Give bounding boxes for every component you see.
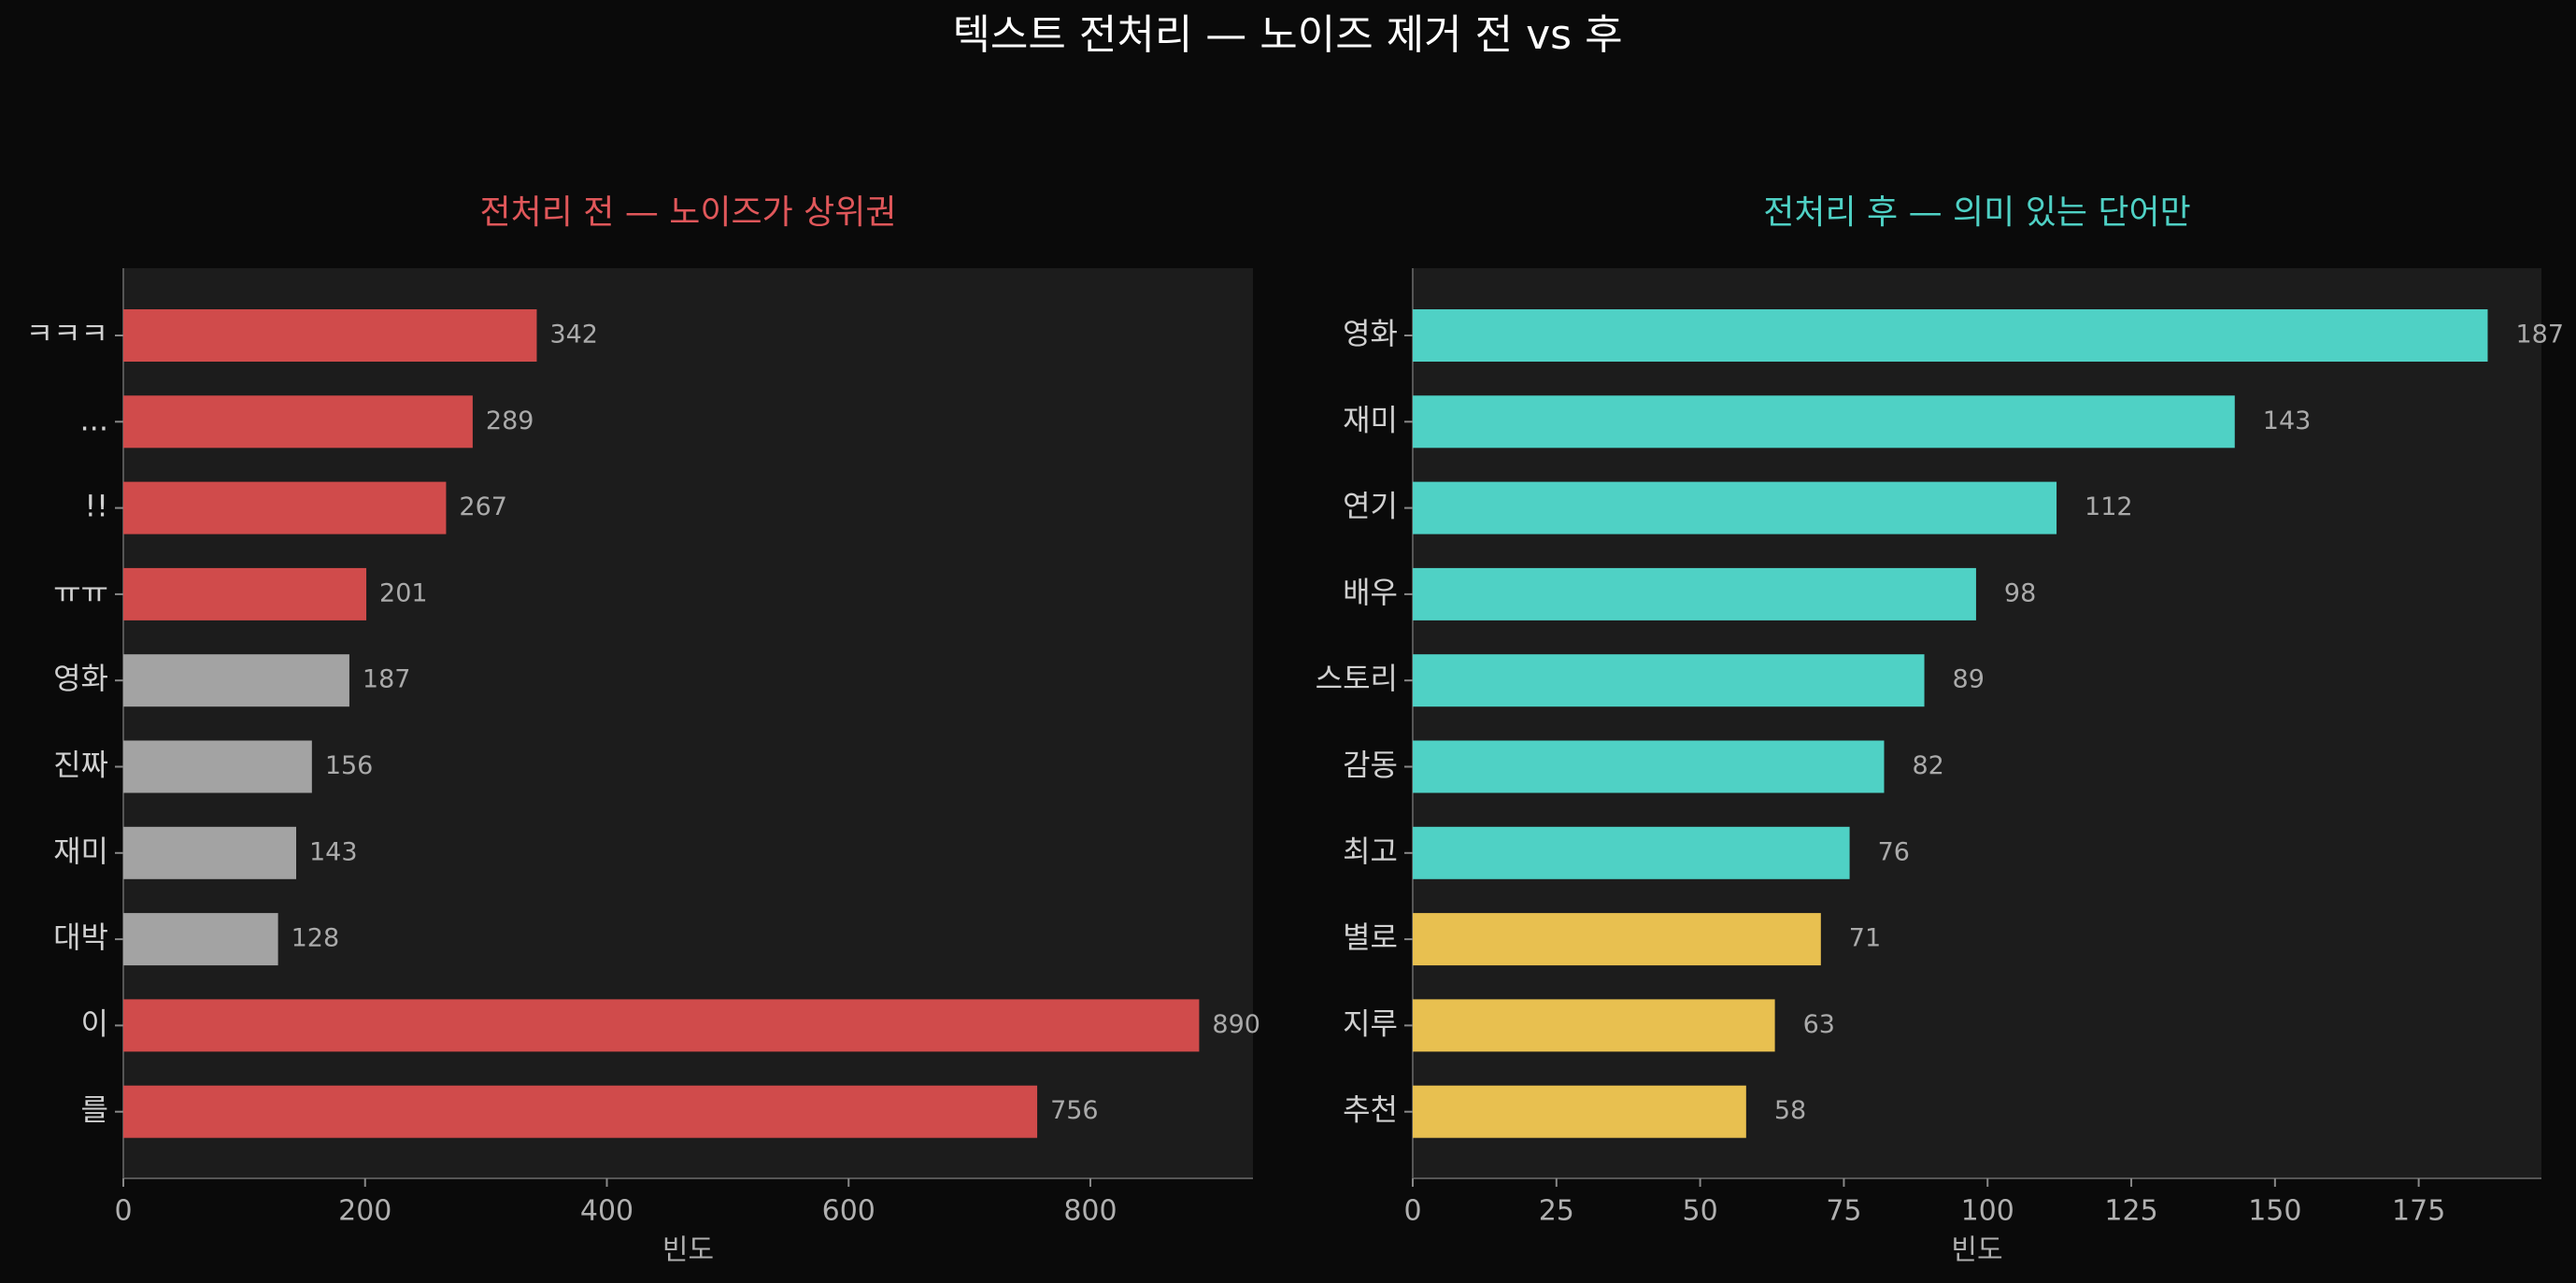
figure-title: 텍스트 전처리 — 노이즈 제거 전 vs 후: [952, 11, 1622, 59]
y-tick-label: ㅠㅠ: [53, 575, 108, 610]
value-label: 143: [309, 837, 358, 866]
y-tick-label: 이: [81, 1005, 108, 1041]
bar: [1413, 567, 1976, 620]
bar: [1413, 999, 1775, 1052]
x-tick-label: 25: [1539, 1195, 1574, 1228]
y-tick-label: !!: [84, 489, 108, 524]
x-tick-label: 800: [1063, 1195, 1117, 1228]
y-tick-label: 감동: [1343, 748, 1398, 783]
y-tick-label: 추천: [1343, 1092, 1398, 1128]
value-label: 267: [459, 492, 507, 521]
value-label: 98: [2004, 578, 2036, 607]
bar: [1413, 309, 2488, 362]
bar: [123, 826, 297, 879]
value-label: 342: [549, 321, 598, 349]
y-tick-label: 지루: [1343, 1005, 1398, 1041]
bar: [123, 481, 447, 535]
bar: [123, 740, 312, 793]
bar: [123, 567, 367, 620]
value-label: 128: [292, 924, 340, 953]
bar: [123, 1085, 1038, 1138]
bar: [1413, 654, 1925, 707]
value-label: 890: [1212, 1010, 1260, 1039]
x-tick-label: 175: [2392, 1195, 2445, 1228]
bar: [123, 913, 278, 966]
y-tick-label: 스토리: [1316, 661, 1398, 696]
value-label: 143: [2263, 406, 2312, 435]
value-label: 76: [1878, 837, 1910, 866]
y-tick-label: 배우: [1343, 575, 1398, 610]
x-tick-label: 150: [2248, 1195, 2301, 1228]
value-label: 289: [486, 406, 534, 435]
y-tick-label: 최고: [1343, 834, 1398, 869]
y-tick-label: 재미: [53, 834, 108, 869]
bar: [123, 999, 1200, 1052]
chart-title: 전처리 후 — 의미 있는 단어만: [1763, 193, 2191, 232]
bar: [1413, 826, 1850, 879]
x-tick-label: 200: [338, 1195, 391, 1228]
y-tick-label: ㅋㅋㅋ: [26, 316, 108, 351]
bar: [123, 309, 537, 362]
x-tick-label: 0: [1403, 1195, 1421, 1228]
y-tick-label: 진짜: [53, 748, 108, 783]
y-tick-label: 영화: [53, 661, 108, 696]
bar: [1413, 913, 1821, 966]
bar: [1413, 1085, 1746, 1138]
bar: [1413, 740, 1885, 793]
value-label: 63: [1803, 1010, 1835, 1039]
value-label: 89: [1953, 665, 1985, 694]
y-tick-label: ...: [79, 402, 108, 437]
x-tick-label: 125: [2104, 1195, 2157, 1228]
y-tick-label: 별로: [1343, 919, 1398, 955]
y-tick-label: 를: [81, 1092, 108, 1128]
value-label: 201: [379, 578, 428, 607]
value-label: 756: [1050, 1096, 1099, 1125]
x-tick-label: 75: [1826, 1195, 1861, 1228]
x-axis-label: 빈도: [1951, 1234, 2002, 1267]
value-label: 71: [1849, 924, 1881, 953]
x-axis-label: 빈도: [662, 1234, 714, 1267]
value-label: 187: [2515, 321, 2564, 349]
y-tick-label: 연기: [1343, 489, 1398, 524]
y-tick-label: 영화: [1343, 316, 1398, 351]
x-tick-label: 0: [114, 1195, 132, 1228]
x-tick-label: 600: [822, 1195, 875, 1228]
x-tick-label: 50: [1683, 1195, 1718, 1228]
value-label: 82: [1912, 751, 1943, 780]
bar: [123, 395, 473, 449]
y-tick-label: 대박: [53, 919, 108, 955]
value-label: 58: [1774, 1096, 1806, 1125]
x-tick-label: 400: [580, 1195, 633, 1228]
bar: [1413, 395, 2235, 449]
bar: [123, 654, 349, 707]
value-label: 112: [2085, 492, 2133, 521]
value-label: 187: [363, 665, 411, 694]
x-tick-label: 100: [1961, 1195, 2014, 1228]
bar: [1413, 481, 2057, 535]
chart-title: 전처리 전 — 노이즈가 상위권: [479, 193, 896, 232]
y-tick-label: 재미: [1343, 402, 1398, 437]
value-label: 156: [325, 751, 374, 780]
